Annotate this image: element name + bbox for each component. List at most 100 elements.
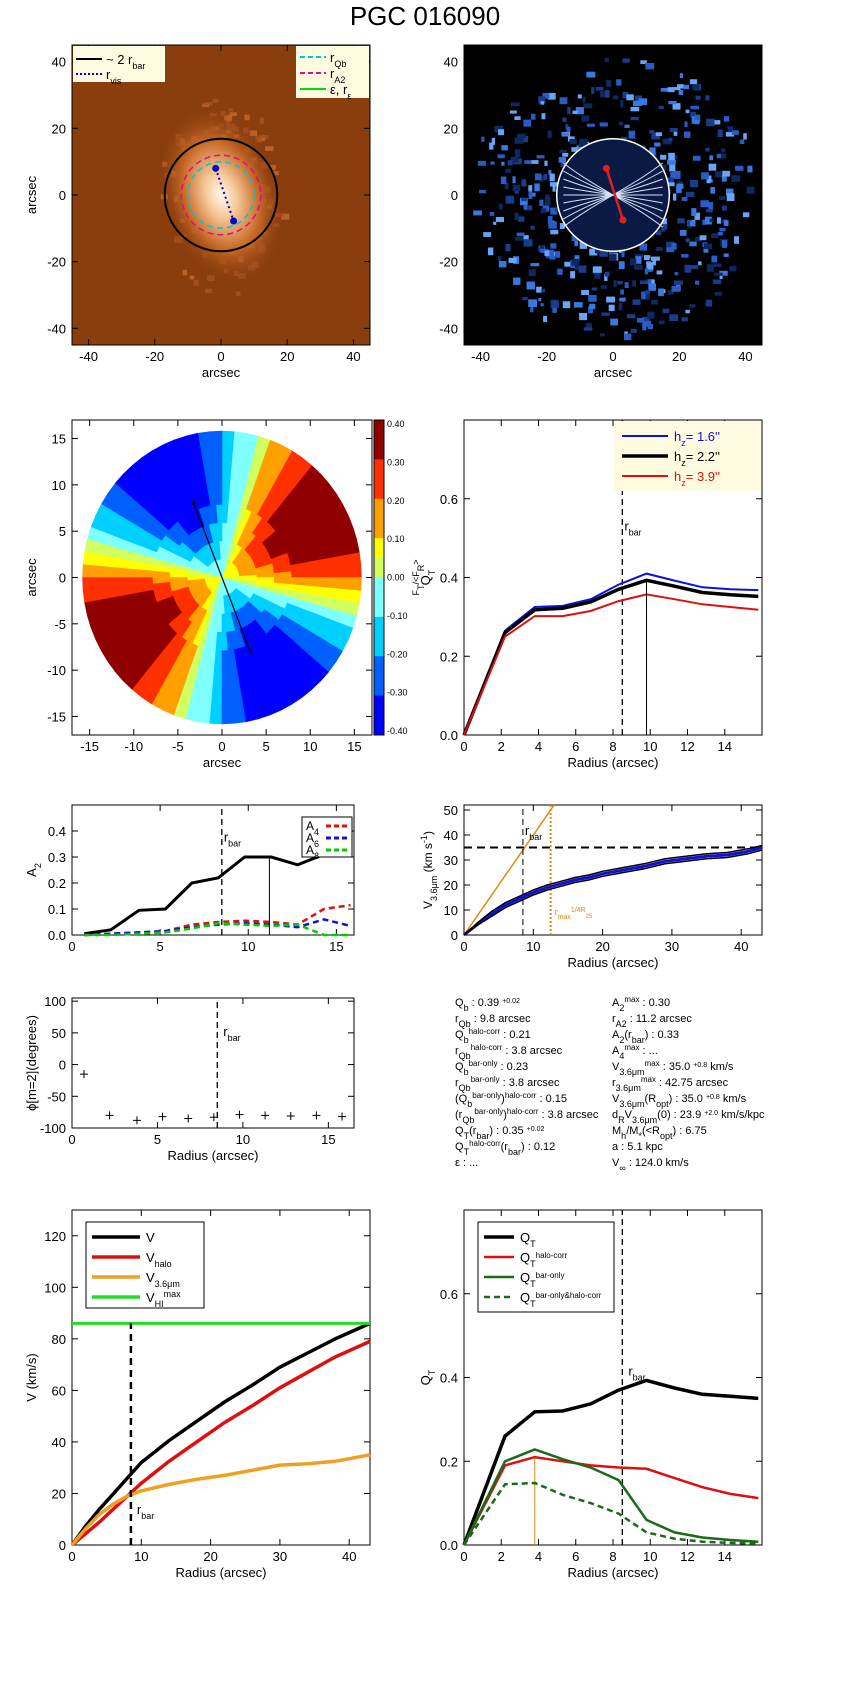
colorbar-cell <box>374 562 384 569</box>
series-line <box>70 1321 371 1547</box>
colorbar-cell <box>374 547 384 554</box>
image-speckle <box>658 288 664 297</box>
image-speckle <box>691 208 697 217</box>
image-speckle <box>712 263 722 268</box>
colorbar-cell <box>374 439 384 446</box>
image-speckle <box>620 99 624 108</box>
image-speckle <box>589 248 598 256</box>
force-ratio-cell <box>134 569 153 578</box>
plot-frame <box>71 1209 371 1546</box>
image-speckle <box>522 296 528 301</box>
colorbar-cell <box>374 429 384 436</box>
image-speckle <box>735 165 744 171</box>
legend-label: A4 <box>306 819 319 837</box>
image-speckle <box>638 98 648 106</box>
x-axis-label: Radius (arcsec) <box>567 755 658 770</box>
label-part: 2 <box>619 1035 624 1045</box>
x-tick-label: 6 <box>572 739 579 754</box>
image-speckle <box>548 169 552 175</box>
series-line <box>463 844 763 936</box>
image-speckle <box>658 105 664 110</box>
label-part: ) : 35.0 <box>669 1093 706 1105</box>
label-part: Q <box>520 1270 530 1285</box>
image-speckle <box>487 247 494 256</box>
image-speckle <box>678 89 684 96</box>
colorbar-tick-label: 0.10 <box>387 534 405 544</box>
image-speckle <box>708 163 717 171</box>
colorbar-cell <box>374 592 384 598</box>
image-speckle <box>706 264 715 272</box>
y-tick-label: 15 <box>52 432 66 447</box>
parameter-right: A4max : ... <box>612 1043 658 1062</box>
label-part: 3.6μm <box>429 876 439 901</box>
image-speckle <box>483 232 492 237</box>
image-speckle <box>530 304 534 313</box>
image-speckle <box>479 189 486 194</box>
image-speckle <box>674 272 679 276</box>
label-part: /<F <box>411 571 421 585</box>
image-speckle <box>523 205 528 210</box>
parameter-right: Mh/M*(<Ropt) : 6.75 <box>612 1125 707 1141</box>
x-tick-label: 6 <box>572 1549 579 1564</box>
image-speckle <box>600 91 605 98</box>
series-line <box>84 918 351 937</box>
label-part: T <box>530 1299 536 1309</box>
series-line <box>463 572 759 736</box>
x-tick-label: 0 <box>218 739 225 754</box>
x-axis-label: arcsec <box>202 365 241 380</box>
x-tick-label: 10 <box>303 739 317 754</box>
plot-frame <box>71 804 355 936</box>
image-speckle <box>519 197 528 206</box>
legend-box <box>85 1221 205 1309</box>
image-speckle <box>616 79 621 83</box>
label-part: 25 <box>586 914 593 920</box>
phase-point <box>338 1112 347 1121</box>
y-axis-label: V (km/s) <box>24 1353 39 1401</box>
image-speckle <box>679 229 687 236</box>
galaxy-glow <box>157 105 285 285</box>
label-part: ε <box>347 91 351 101</box>
colorbar-cell <box>374 587 384 593</box>
label-part: bar <box>508 1147 521 1157</box>
colorbar-cell <box>374 671 384 677</box>
force-ratio-cell <box>325 577 345 590</box>
image-speckle <box>578 265 587 273</box>
image-speckle <box>714 171 722 178</box>
rbar-label: rbar <box>525 823 542 842</box>
image-speckle <box>701 172 709 180</box>
x-tick-label: 10 <box>643 739 657 754</box>
x-tick-label: 40 <box>342 1549 356 1564</box>
y-axis-label: V3.6μm (km s-1) <box>419 831 439 909</box>
label-part: r <box>455 1013 459 1025</box>
x-tick-label: 10 <box>241 939 255 954</box>
image-speckle <box>207 275 215 282</box>
y-tick-label: 0.2 <box>440 1454 458 1469</box>
rvis-endpoint <box>230 217 238 225</box>
colorbar-cell <box>374 685 384 692</box>
label-part: h <box>621 1131 626 1141</box>
x-tick-label: 40 <box>738 349 752 364</box>
label-part: max <box>164 1289 182 1299</box>
y-tick-label: -100 <box>40 1121 66 1136</box>
label-part: +0.02 <box>502 998 520 1005</box>
label-part: bar-only <box>474 1107 503 1116</box>
image-speckle <box>646 262 654 270</box>
image-speckle <box>509 110 517 114</box>
bar-axis <box>193 503 251 652</box>
label-part: (r <box>501 1141 509 1153</box>
image-speckle <box>193 279 199 286</box>
image-speckle <box>583 327 593 331</box>
image-speckle <box>582 96 586 103</box>
x-tick-label: 10 <box>134 1549 148 1564</box>
colorbar-cell <box>374 518 384 524</box>
image-speckle <box>579 241 588 249</box>
phase-point <box>235 1110 244 1119</box>
label-part: bar <box>632 1035 645 1045</box>
image-speckle <box>705 95 710 101</box>
phase-point <box>105 1111 114 1120</box>
y-tick-label: -40 <box>47 321 66 336</box>
x-tick-label: -5 <box>172 739 184 754</box>
image-speckle <box>549 182 559 187</box>
label-part: 3.6μm <box>616 1083 641 1093</box>
image-speckle <box>670 171 677 179</box>
